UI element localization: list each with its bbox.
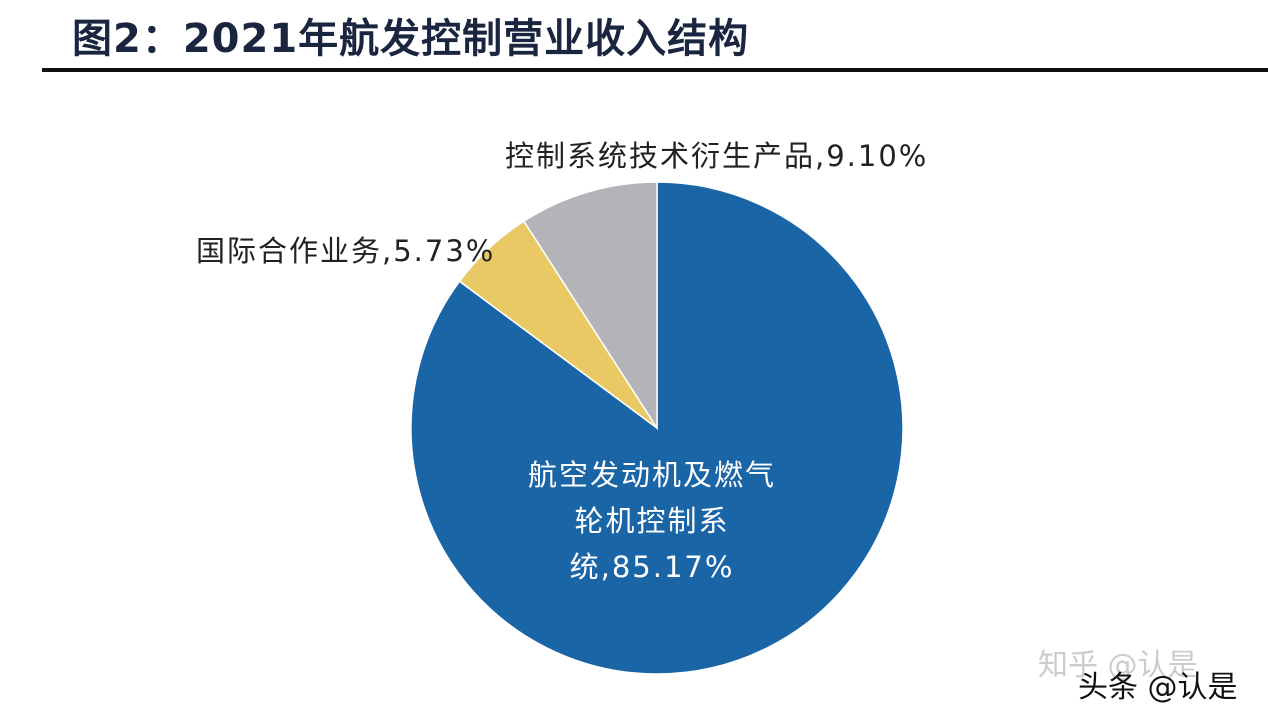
toutiao-watermark: 头条 @认是 <box>1078 670 1238 705</box>
slice-label-derived-products: 控制系统技术衍生产品,9.10% <box>505 139 929 173</box>
pie-slice-2 <box>522 181 658 431</box>
slice-label-line: 统,85.17% <box>569 550 735 584</box>
slice-label-international: 国际合作业务,5.73% <box>196 234 496 268</box>
title-divider <box>42 68 1268 72</box>
slice-label-line: 航空发动机及燃气 <box>528 458 777 492</box>
zhihu-watermark: 知乎 @认是 <box>1038 648 1198 683</box>
slice-label-engine-control: 航空发动机及燃气 轮机控制系 统,85.17% <box>528 452 776 590</box>
chart-title: 图2：2021年航发控制营业收入结构 <box>72 16 750 62</box>
slice-label-line: 轮机控制系 <box>574 504 730 538</box>
